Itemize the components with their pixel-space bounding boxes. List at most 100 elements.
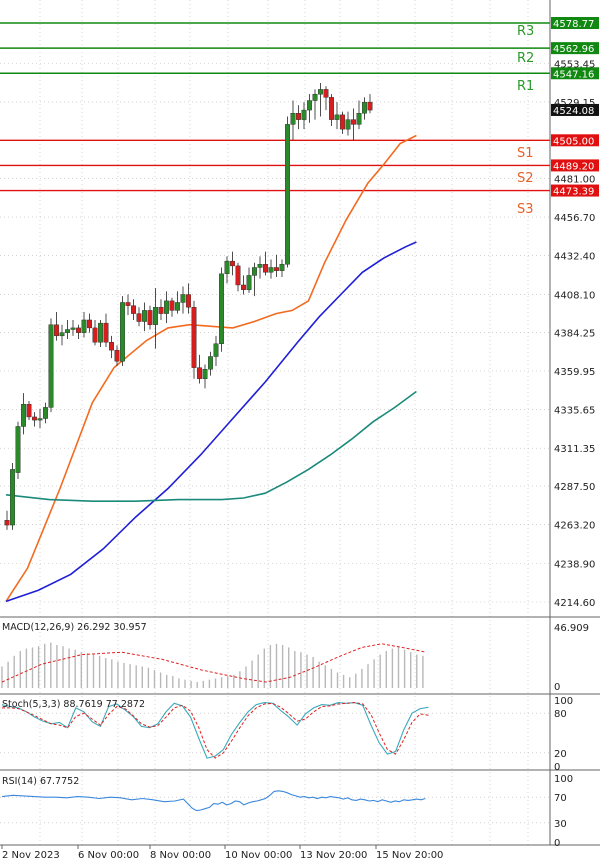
candle-bear [274,267,279,271]
candle-bear [241,284,246,290]
moving-average-line-3 [5,390,417,502]
candle-bear [32,416,37,421]
candle-bull [43,407,48,419]
candle-bull [318,89,323,95]
level-name-s2: S2 [517,171,534,186]
candle-bear [329,97,334,120]
level-price-label: 4489.20 [553,161,594,172]
price-tick-label: 4335.65 [554,406,595,417]
time-tick-label: 2 Nov 2023 [2,850,60,861]
candle-bull [312,93,318,101]
candle-bear [351,119,356,125]
chart-grid [0,0,550,845]
price-tick-label: 4481.00 [554,174,595,185]
candle-bull [301,109,307,120]
candle-bull [37,418,43,421]
pivot-levels: 4578.77 4562.96 4547.16 4505.00 4489.20 4473.… [0,17,599,217]
candle-bull [10,469,15,526]
candle-bear [186,294,191,308]
candle-bull [356,113,362,125]
candlesticks [4,83,373,530]
candle-bear [131,305,136,314]
stoch-tick-label: 80 [554,709,567,720]
candle-bear [103,322,109,343]
macd-label: MACD(12,26,9) 26.292 30.957 [2,622,147,633]
price-tick-label: 4238.90 [554,559,595,570]
candle-bull [268,267,274,273]
price-tick-label: 4456.70 [554,213,595,224]
level-price-label: 4578.77 [553,19,594,30]
stochastic-panel: Stoch(5,3,3) 88.7619 77.2872 [0,699,550,759]
candle-bear [230,260,235,267]
candle-bull [21,404,26,427]
rsi-tick-label: 30 [554,819,567,830]
candle-bull [252,267,257,276]
candle-bear [367,101,373,111]
candle-bear [125,302,131,306]
candle-bull [224,260,230,275]
candle-bull [279,264,285,271]
price-tick-label: 4311.35 [554,444,595,455]
candle-bull [48,324,54,408]
stoch-d-line [2,702,429,759]
level-name-r3: R3 [517,24,534,39]
price-tick-label: 4553.45 [554,59,595,70]
candle-bear [87,319,92,329]
candle-bear [114,349,120,362]
price-tick-label: 4263.20 [554,521,595,532]
candle-bull [70,327,76,330]
level-name-s1: S1 [517,146,534,161]
candle-bear [263,264,268,273]
candle-bull [202,369,208,379]
candle-bull [15,426,21,473]
candle-bear [323,89,329,98]
price-tick-label: 4384.25 [554,328,595,339]
stoch-tick-label: 0 [554,762,560,773]
level-price-tag [551,134,599,147]
stoch-tick-label: 20 [554,749,567,760]
macd-tick-label: 0 [554,682,560,693]
candle-bear [76,327,81,333]
candle-bull [175,302,180,311]
candle-bull [219,273,224,344]
candle-bull [120,302,125,362]
candle-bear [26,404,32,418]
candle-bull [59,332,65,337]
stoch-label: Stoch(5,3,3) 88.7619 77.2872 [2,699,145,710]
level-price-label: 4473.39 [553,187,594,198]
candle-bear [169,300,175,311]
candle-bull [345,119,351,130]
price-tick-label: 4359.95 [554,367,595,378]
price-tick-label: 4432.40 [554,252,595,263]
candle-bull [362,101,367,114]
level-price-tag [551,17,599,29]
current-price-label: 4524.08 [553,106,594,117]
macd-signal-line [1,643,427,683]
candle-bull [81,319,87,333]
price-tick-label: 4529.15 [554,98,595,109]
level-price-label: 4505.00 [553,136,594,147]
candle-bull [285,124,290,265]
time-tick-label: 6 Nov 00:00 [78,850,139,861]
level-name-r2: R2 [517,51,534,66]
rsi-label: RSI(14) 67.7752 [2,776,79,787]
moving-average-line-1 [5,134,417,602]
stoch-k-line [1,702,429,759]
candle-bull [334,114,340,120]
candle-bull [307,100,312,111]
macd-panel: MACD(12,26,9) 26.292 30.957 [1,622,427,688]
rsi-tick-label: 100 [554,774,573,785]
candle-bear [147,310,153,325]
candle-bear [235,265,241,286]
candle-bull [208,356,213,370]
candle-bull [213,343,219,357]
candle-bull [153,307,158,325]
candle-bear [340,114,345,130]
candle-bull [180,294,186,303]
candle-bull [98,322,103,343]
time-tick-label: 10 Nov 00:00 [225,850,292,861]
moving-average-line-2 [5,241,417,603]
candle-bear [136,313,142,322]
